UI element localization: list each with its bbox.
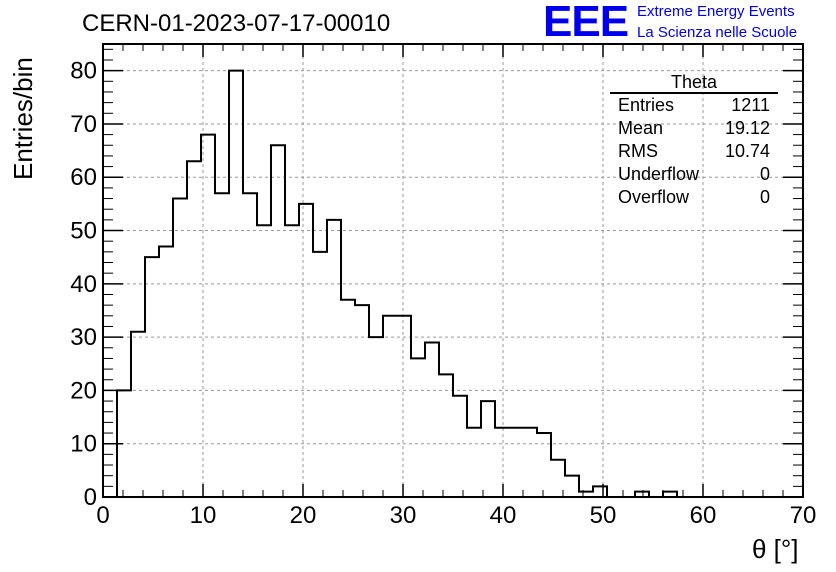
stats-title: Theta bbox=[610, 72, 778, 94]
stats-row-mean: Mean 19.12 bbox=[610, 117, 778, 140]
plot-frame bbox=[102, 43, 804, 498]
y-tick-label: 40 bbox=[70, 271, 97, 298]
y-tick-label: 30 bbox=[70, 324, 97, 351]
y-tick-label: 0 bbox=[84, 484, 97, 511]
x-axis-label: θ [°] bbox=[752, 534, 799, 564]
stats-row-rms: RMS 10.74 bbox=[610, 140, 778, 163]
stat-value: 0 bbox=[759, 164, 770, 184]
stat-label: Entries bbox=[618, 95, 675, 115]
x-tick-label: 0 bbox=[96, 502, 109, 529]
y-axis-label: Entries/bin bbox=[8, 57, 38, 180]
stat-value: 10.74 bbox=[724, 141, 770, 161]
y-tick-label: 10 bbox=[70, 431, 97, 458]
stat-value: 19.12 bbox=[724, 118, 770, 138]
y-tick-label: 80 bbox=[70, 58, 97, 85]
eee-logo: EEE bbox=[543, 0, 629, 46]
y-tick-label: 60 bbox=[70, 164, 97, 191]
histogram-line bbox=[116, 69, 691, 498]
x-tick-label: 30 bbox=[390, 502, 417, 529]
stats-row-overflow: Overflow 0 bbox=[610, 186, 778, 209]
stat-label: RMS bbox=[618, 141, 658, 161]
stats-box: Theta Entries 1211 Mean 19.12 RMS 10.74 Und… bbox=[610, 72, 778, 209]
stats-row-entries: Entries 1211 bbox=[610, 94, 778, 117]
logo-line-1: Extreme Energy Events bbox=[637, 3, 795, 20]
run-title: CERN-01-2023-07-17-00010 bbox=[82, 10, 391, 37]
y-tick-label: 70 bbox=[70, 111, 97, 138]
x-tick-label: 10 bbox=[190, 502, 217, 529]
stats-row-underflow: Underflow 0 bbox=[610, 163, 778, 186]
stat-label: Overflow bbox=[618, 187, 690, 207]
y-tick-labels: 0 10 20 30 40 50 60 70 80 bbox=[70, 58, 97, 511]
stat-value: 0 bbox=[759, 187, 770, 207]
grid-lines bbox=[103, 44, 803, 497]
stat-label: Mean bbox=[618, 118, 664, 138]
axis-ticks bbox=[102, 44, 804, 498]
y-tick-label: 50 bbox=[70, 218, 97, 245]
x-tick-label: 20 bbox=[290, 502, 317, 529]
y-tick-label: 20 bbox=[70, 377, 97, 404]
x-tick-label: 60 bbox=[690, 502, 717, 529]
x-tick-label: 40 bbox=[490, 502, 517, 529]
x-tick-label: 70 bbox=[790, 502, 817, 529]
logo-line-2: La Scienza nelle Scuole bbox=[637, 24, 798, 41]
stat-label: Underflow bbox=[618, 164, 700, 184]
x-tick-label: 50 bbox=[590, 502, 617, 529]
x-tick-labels: 0 10 20 30 40 50 60 70 bbox=[96, 502, 816, 529]
stat-value: 1211 bbox=[731, 95, 770, 115]
